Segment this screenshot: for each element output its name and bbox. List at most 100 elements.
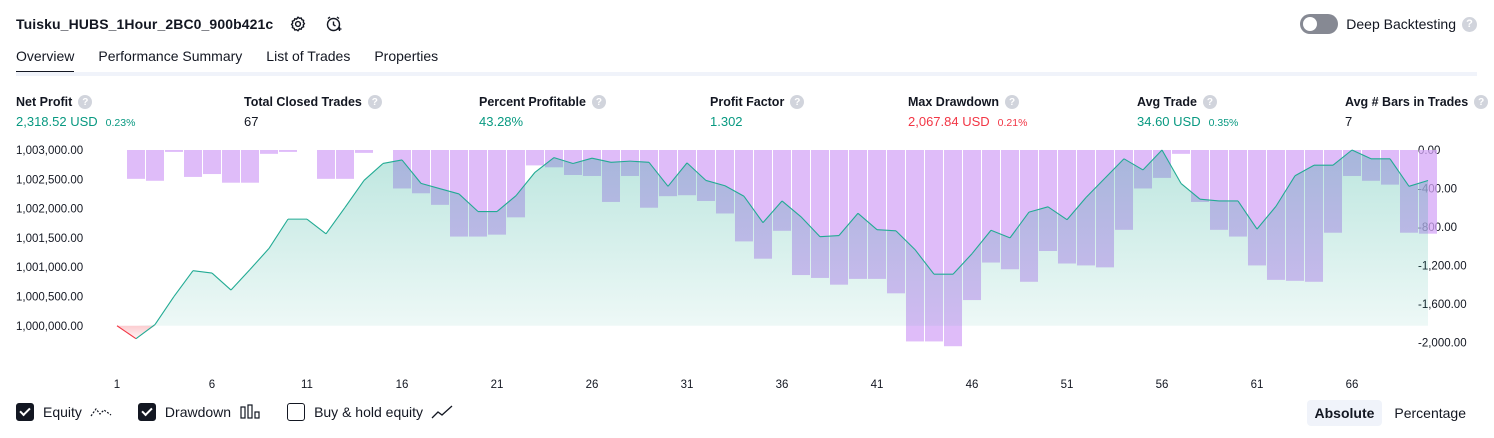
metric-value: 2,318.52 USD — [16, 114, 98, 129]
equity-line-segment — [135, 324, 156, 340]
equity-line-segment — [439, 188, 460, 195]
equity-line-segment — [819, 234, 840, 238]
info-icon[interactable]: ? — [591, 95, 606, 109]
equity-line-segment — [952, 253, 973, 275]
drawdown-bar — [222, 150, 240, 183]
drawdown-bar — [279, 150, 297, 152]
equity-line-segment — [1009, 211, 1030, 239]
metric-percent: 0.35% — [1208, 117, 1239, 129]
drawdown-bar — [526, 150, 544, 166]
drawdown-bar — [317, 150, 335, 179]
report-tabs: Overview Performance Summary List of Tra… — [16, 48, 462, 74]
left-tick-label: 1,000,500.00 — [16, 291, 83, 303]
equity-loss-fill — [117, 325, 1428, 339]
equity-line-segment — [154, 296, 175, 325]
drawdown-bar — [1172, 150, 1190, 154]
percentage-button[interactable]: Percentage — [1394, 405, 1466, 421]
equity-line-segment — [591, 157, 612, 163]
equity-line-segment — [838, 212, 859, 236]
metric-value: 7 — [1345, 114, 1353, 129]
equity-line-segment — [344, 180, 365, 208]
info-icon[interactable]: ? — [78, 95, 93, 109]
add-alert-clock-icon[interactable] — [323, 13, 345, 35]
drawdown-bar — [1191, 150, 1209, 202]
metric-value: 34.60 USD — [1137, 114, 1201, 129]
equity-line-segment — [971, 229, 992, 255]
info-icon[interactable]: ? — [790, 95, 805, 109]
equity-line-segment — [857, 212, 878, 231]
value-mode-switch: Absolute Percentage — [1303, 400, 1475, 426]
equity-line-segment — [1237, 200, 1258, 230]
chart-canvas: 1,003,000.00 1,002,500.00 1,002,000.00 1,00… — [16, 145, 1467, 391]
deep-backtesting-toggle[interactable] — [1300, 14, 1339, 34]
legend-drawdown[interactable]: Drawdown — [137, 403, 261, 421]
equity-drawdown-chart[interactable]: 1,003,000.00 1,002,500.00 1,002,000.00 1,00… — [0, 138, 1494, 392]
metric-value: 2,067.84 USD — [908, 114, 990, 129]
equity-line-segment — [1408, 179, 1429, 187]
equity-line-segment — [1142, 149, 1163, 171]
metric-label: Percent Profitable — [479, 95, 586, 109]
equity-line-segment — [192, 270, 213, 274]
x-tick-label: 1 — [114, 379, 120, 391]
legend-buy-hold[interactable]: Buy & hold equity — [287, 403, 453, 421]
info-icon[interactable]: ? — [1474, 95, 1489, 109]
metric-total-closed-trades: Total Closed Trades? 67 — [244, 94, 382, 129]
drawdown-bar — [203, 150, 221, 175]
tab-overview[interactable]: Overview — [16, 48, 75, 74]
info-icon[interactable]: ? — [1005, 95, 1019, 109]
equity-checkbox[interactable] — [16, 403, 34, 421]
tab-performance-summary[interactable]: Performance Summary — [98, 48, 243, 64]
metric-label: Net Profit — [16, 95, 73, 109]
drawdown-bar — [184, 150, 202, 177]
equity-line-segment — [515, 171, 536, 197]
equity-line-segment — [249, 248, 270, 270]
equity-line-segment — [1123, 158, 1144, 171]
left-tick-label: 1,001,500.00 — [16, 233, 83, 245]
x-tick-label: 51 — [1061, 379, 1074, 391]
drawdown-bar — [355, 150, 373, 153]
x-tick-label: 11 — [301, 379, 313, 391]
metric-max-drawdown: Max Drawdown? 2,067.84 USD 0.21% — [908, 94, 1027, 129]
legend-label: Drawdown — [164, 404, 232, 420]
x-tick-label: 6 — [209, 379, 215, 391]
equity-area — [116, 149, 1429, 340]
drawdown-checkbox[interactable] — [137, 403, 156, 421]
info-icon[interactable]: ? — [1202, 95, 1217, 109]
left-axis: 1,003,000.00 1,002,500.00 1,002,000.00 1,00… — [16, 145, 83, 333]
equity-line-segment — [1389, 158, 1410, 187]
metric-label: Avg Trade — [1137, 95, 1197, 109]
metric-value: 67 — [244, 114, 259, 129]
metric-label: Total Closed Trades — [244, 95, 362, 109]
legend-equity[interactable]: Equity — [16, 403, 112, 421]
left-tick-label: 1,001,000.00 — [16, 262, 83, 274]
equity-line-segment — [610, 160, 631, 163]
equity-line-segment — [1161, 149, 1182, 184]
right-tick-label: -1,600.00 — [1418, 299, 1467, 311]
drawdown-bar — [165, 150, 183, 152]
absolute-button[interactable]: Absolute — [1306, 400, 1383, 426]
x-tick-label: 31 — [681, 379, 694, 391]
equity-line-segment — [420, 182, 441, 190]
metric-percent-profitable: Percent Profitable? 43.28% — [479, 94, 606, 129]
buy-hold-checkbox[interactable] — [287, 403, 306, 421]
equity-line-segment — [705, 179, 726, 187]
equity-line-segment — [496, 195, 517, 212]
tabs-divider — [16, 72, 1477, 76]
metric-avg-bars-in-trades: Avg # Bars in Trades? 7 — [1345, 94, 1489, 129]
strategy-title: Tuisku_HUBS_1Hour_2BC0_900b421c — [16, 16, 274, 32]
drawdown-bar — [127, 150, 145, 179]
equity-line-segment — [116, 325, 137, 340]
equity-line-segment — [895, 230, 916, 250]
help-icon[interactable]: ? — [1462, 16, 1477, 32]
metric-avg-trade: Avg Trade? 34.60 USD 0.35% — [1137, 94, 1238, 129]
legend-label: Buy & hold equity — [314, 404, 424, 420]
tab-properties[interactable]: Properties — [374, 48, 439, 64]
equity-fill — [117, 150, 1428, 326]
equity-line-segment — [268, 218, 289, 249]
x-tick-label: 61 — [1251, 379, 1264, 391]
equity-line-segment — [686, 162, 707, 181]
info-icon[interactable]: ? — [367, 95, 382, 109]
settings-gear-icon[interactable] — [287, 13, 309, 35]
tab-list-of-trades[interactable]: List of Trades — [266, 48, 351, 64]
x-tick-label: 26 — [586, 379, 599, 391]
